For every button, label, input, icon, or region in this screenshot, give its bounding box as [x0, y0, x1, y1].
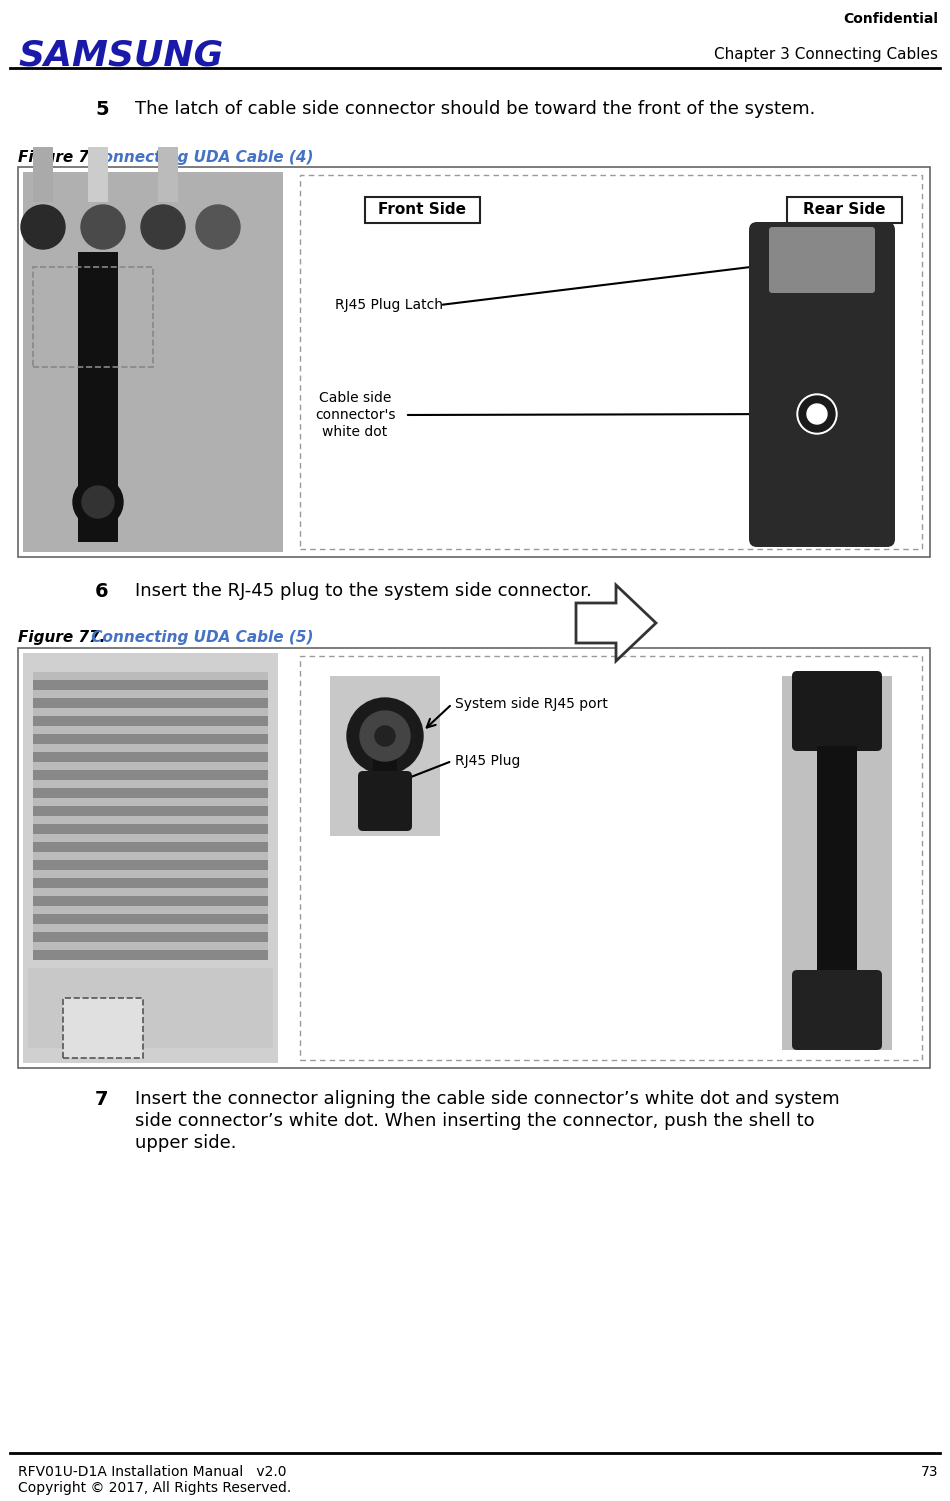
- Bar: [158, 147, 178, 203]
- Bar: [63, 998, 143, 1058]
- Bar: [33, 744, 268, 752]
- Polygon shape: [576, 585, 656, 660]
- Bar: [33, 889, 268, 896]
- Bar: [33, 860, 268, 871]
- Circle shape: [360, 711, 410, 761]
- Bar: [23, 173, 283, 552]
- Text: Rear Side: Rear Side: [804, 203, 885, 218]
- Bar: [33, 716, 268, 726]
- Bar: [33, 943, 268, 950]
- Text: upper side.: upper side.: [135, 1133, 237, 1151]
- Bar: [23, 653, 278, 1063]
- Bar: [33, 698, 268, 708]
- Text: Chapter 3 Connecting Cables: Chapter 3 Connecting Cables: [714, 48, 938, 63]
- Bar: [33, 907, 268, 914]
- Text: Connecting UDA Cable (5): Connecting UDA Cable (5): [86, 630, 314, 645]
- Bar: [33, 726, 268, 734]
- Bar: [33, 878, 268, 889]
- Bar: [33, 824, 268, 835]
- Bar: [33, 817, 268, 824]
- Bar: [78, 252, 118, 542]
- Bar: [33, 763, 268, 770]
- Text: SAMSUNG: SAMSUNG: [18, 38, 223, 72]
- Bar: [782, 675, 892, 1051]
- Text: The latch of cable side connector should be toward the front of the system.: The latch of cable side connector should…: [135, 101, 815, 119]
- FancyBboxPatch shape: [792, 970, 882, 1051]
- Bar: [817, 746, 857, 1040]
- Circle shape: [797, 393, 837, 434]
- Circle shape: [196, 206, 240, 249]
- Circle shape: [375, 726, 395, 746]
- Circle shape: [807, 404, 827, 423]
- Bar: [18, 167, 930, 557]
- Text: System side RJ45 port: System side RJ45 port: [455, 696, 608, 711]
- Circle shape: [82, 486, 114, 518]
- Bar: [33, 708, 268, 716]
- FancyBboxPatch shape: [792, 671, 882, 750]
- Text: Insert the connector aligning the cable side connector’s white dot and system: Insert the connector aligning the cable …: [135, 1090, 840, 1108]
- Bar: [33, 950, 268, 961]
- Text: Insert the RJ-45 plug to the system side connector.: Insert the RJ-45 plug to the system side…: [135, 582, 592, 600]
- Bar: [33, 914, 268, 925]
- Bar: [33, 680, 268, 690]
- Bar: [18, 648, 930, 1069]
- Text: RFV01U-D1A Installation Manual   v2.0: RFV01U-D1A Installation Manual v2.0: [18, 1465, 287, 1478]
- Bar: [33, 799, 268, 806]
- Bar: [33, 871, 268, 878]
- Bar: [33, 842, 268, 853]
- Text: Cable side
connector's
white dot: Cable side connector's white dot: [314, 390, 395, 440]
- Text: 6: 6: [95, 582, 108, 600]
- Bar: [33, 896, 268, 907]
- Bar: [33, 734, 268, 744]
- Bar: [33, 781, 268, 788]
- Text: Connecting UDA Cable (4): Connecting UDA Cable (4): [86, 150, 314, 165]
- Text: Front Side: Front Side: [378, 203, 466, 218]
- Circle shape: [799, 396, 835, 432]
- Bar: [33, 690, 268, 698]
- Bar: [33, 932, 268, 943]
- Bar: [33, 925, 268, 932]
- Circle shape: [21, 206, 65, 249]
- Text: Figure 76.: Figure 76.: [18, 150, 105, 165]
- Text: 73: 73: [921, 1465, 938, 1478]
- Bar: [300, 656, 922, 1060]
- Text: Confidential: Confidential: [843, 12, 938, 26]
- Bar: [33, 853, 268, 860]
- FancyBboxPatch shape: [358, 772, 412, 832]
- Text: 7: 7: [95, 1090, 108, 1109]
- Text: RJ45 Plug: RJ45 Plug: [455, 754, 521, 769]
- Text: side connector’s white dot. When inserting the connector, push the shell to: side connector’s white dot. When inserti…: [135, 1112, 814, 1130]
- Bar: [330, 675, 440, 836]
- Bar: [373, 720, 397, 821]
- Text: 5: 5: [95, 101, 108, 119]
- Text: Copyright © 2017, All Rights Reserved.: Copyright © 2017, All Rights Reserved.: [18, 1481, 292, 1495]
- Bar: [33, 770, 268, 781]
- Bar: [33, 806, 268, 817]
- Bar: [33, 672, 268, 680]
- Bar: [33, 835, 268, 842]
- Bar: [365, 197, 480, 224]
- Bar: [33, 267, 153, 368]
- FancyBboxPatch shape: [749, 222, 895, 546]
- Bar: [33, 752, 268, 763]
- Bar: [33, 147, 53, 203]
- FancyBboxPatch shape: [769, 227, 875, 293]
- Text: RJ45 Plug Latch: RJ45 Plug Latch: [335, 299, 443, 312]
- Bar: [33, 788, 268, 799]
- Circle shape: [141, 206, 185, 249]
- Circle shape: [347, 698, 423, 775]
- Circle shape: [73, 477, 123, 527]
- Bar: [88, 147, 108, 203]
- Bar: [787, 197, 902, 224]
- Bar: [300, 176, 922, 549]
- Circle shape: [81, 206, 125, 249]
- Bar: [28, 968, 273, 1048]
- Text: Figure 77.: Figure 77.: [18, 630, 105, 645]
